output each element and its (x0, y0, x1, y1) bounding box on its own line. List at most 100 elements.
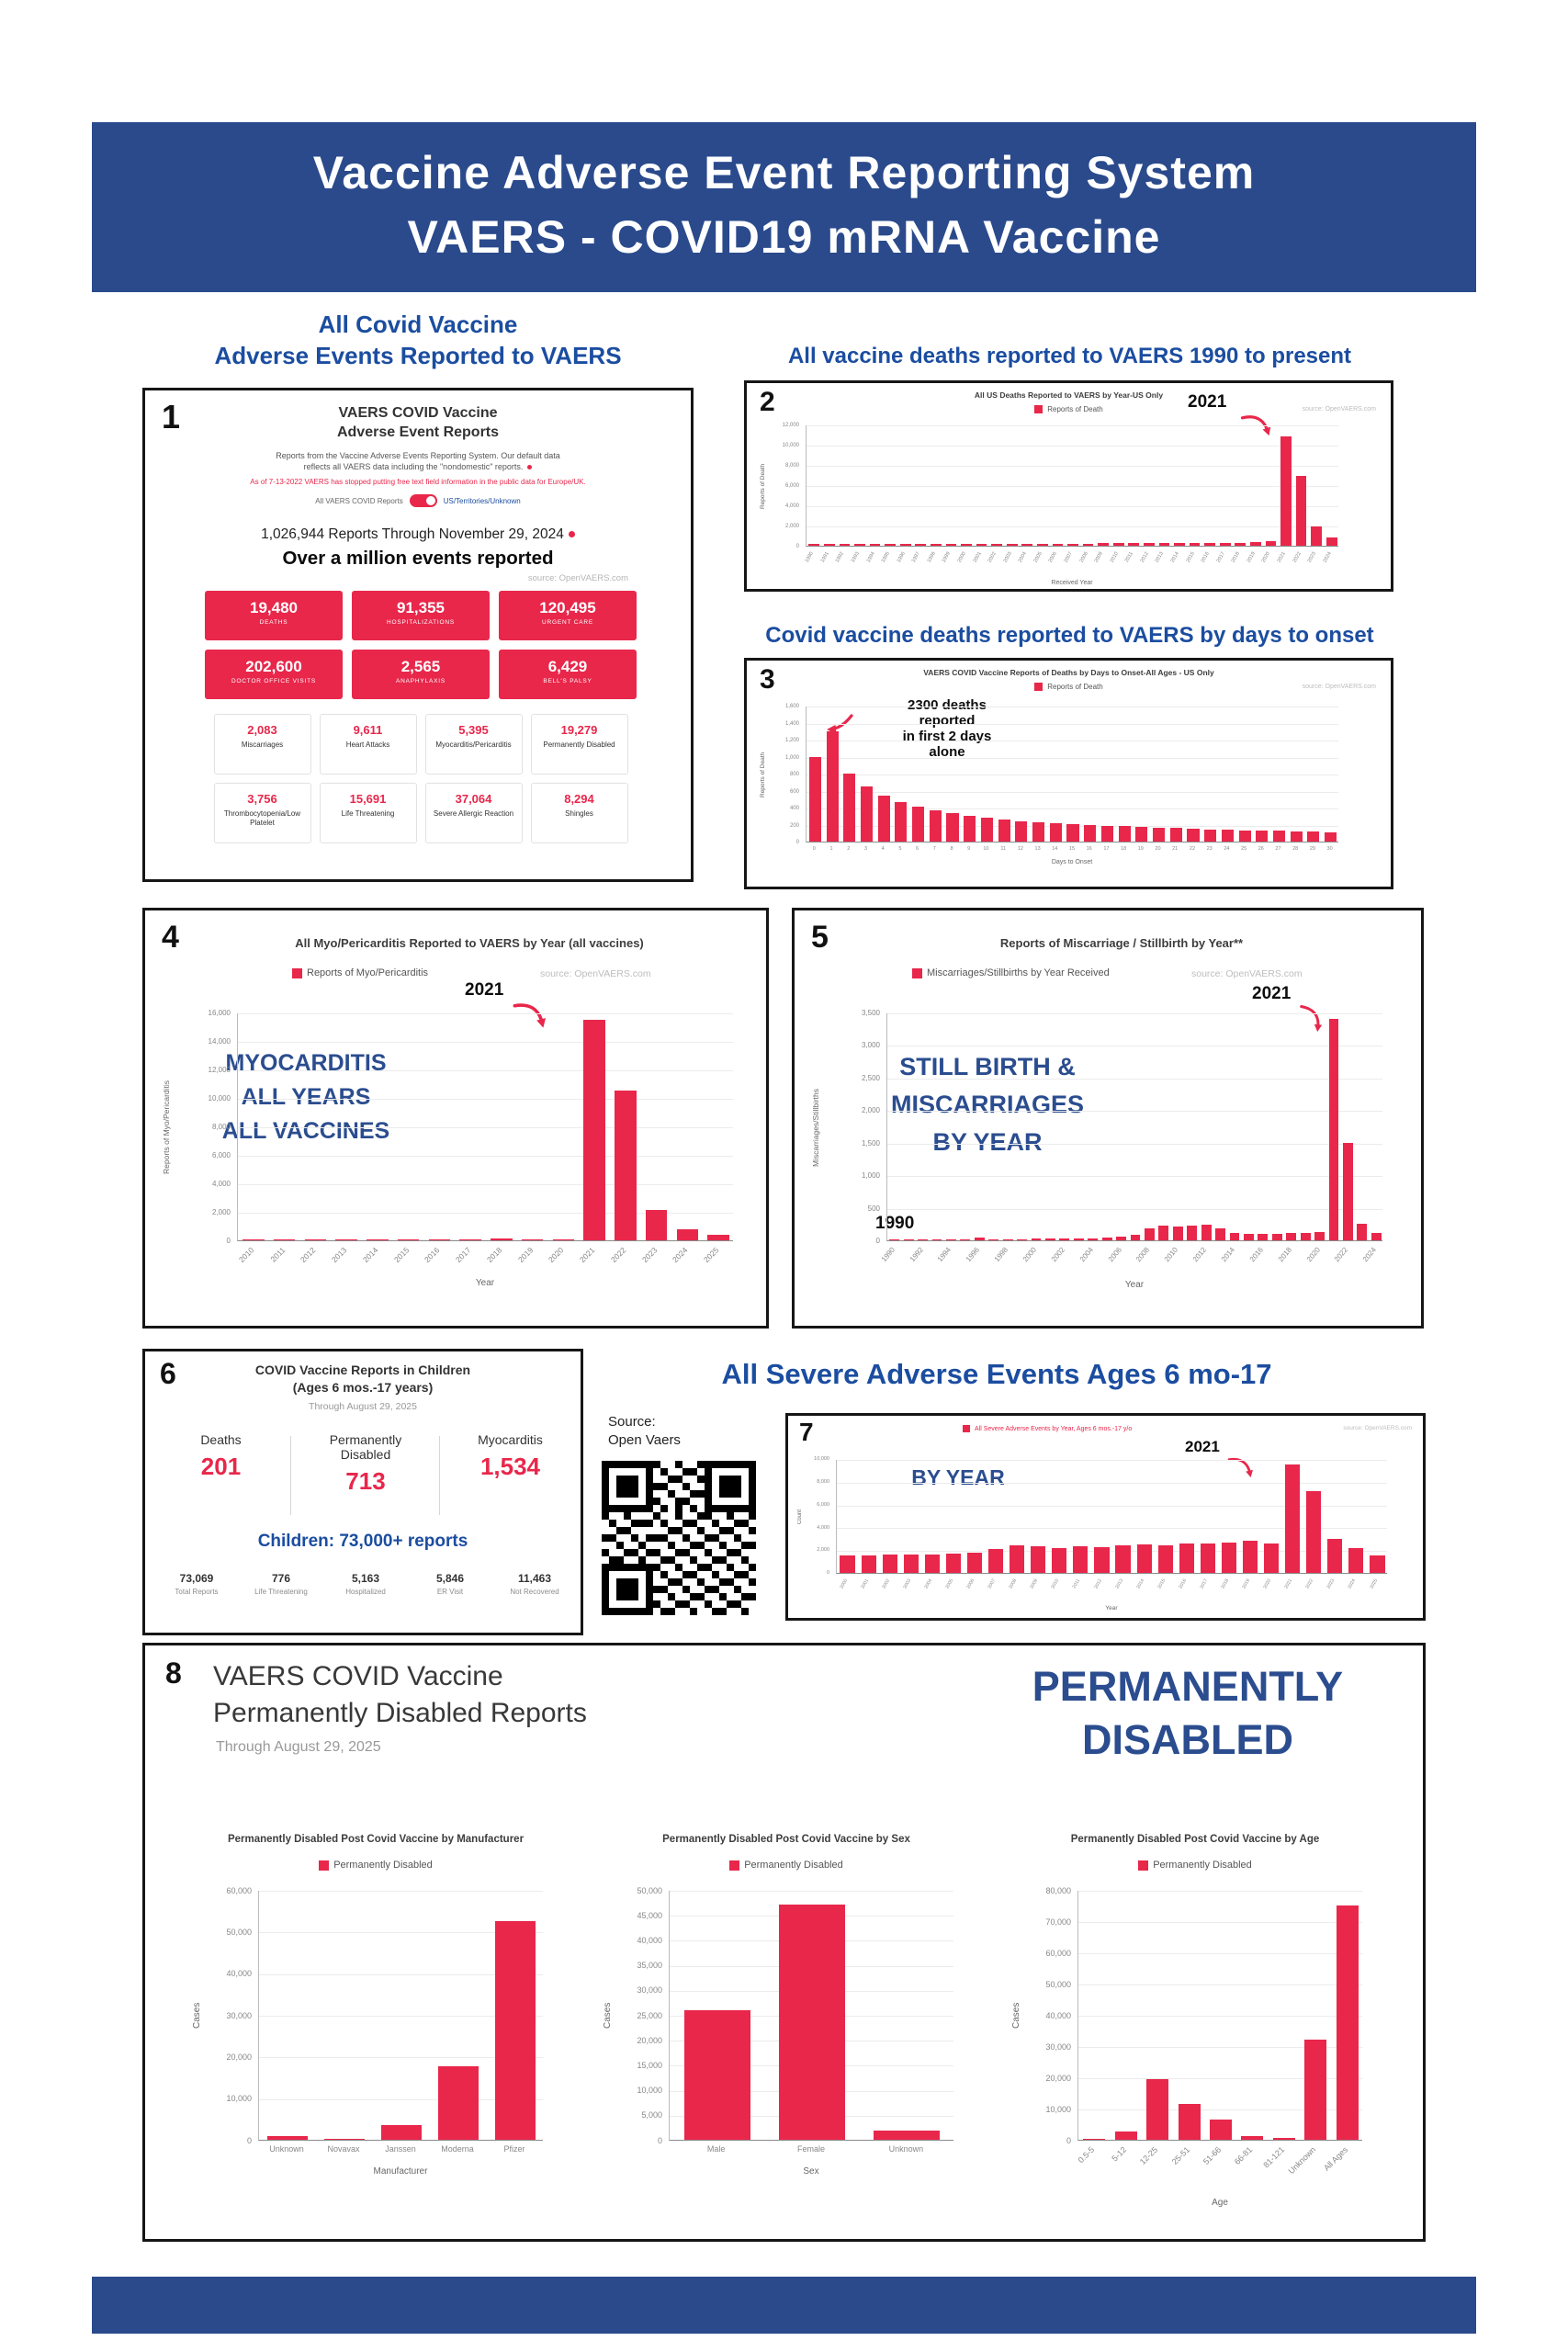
y-tick-label: 30,000 (637, 1985, 662, 1996)
x-tick-label: 2025 (702, 1245, 721, 1264)
x-tick-label: 2020 (547, 1245, 566, 1264)
x-tick-label: 1 (829, 846, 833, 852)
chart-title: Permanently Disabled Post Covid Vaccine … (662, 1834, 910, 1845)
bar-2000 (961, 544, 972, 546)
panel8-title: VAERS COVID Vaccine Permanently Disabled… (213, 1661, 587, 1728)
gridline (807, 446, 1338, 447)
bar-2011 (273, 1238, 296, 1240)
small-stats-grid: 2,083 Miscarriages 9,611 Heart Attacks 5,3… (211, 714, 630, 843)
bar-1990 (889, 1238, 900, 1240)
stat-value: 6,429 (547, 658, 588, 675)
y-tick-label: 1,200 (784, 738, 799, 743)
panel1-heading: All Covid Vaccine Adverse Events Reporte… (142, 309, 694, 371)
x-tick-label: 2001 (860, 1577, 870, 1590)
bar-66-81 (1241, 2135, 1264, 2140)
bar-2021 (583, 1019, 605, 1240)
y-tick-label: 1,500 (861, 1138, 880, 1148)
x-tick-label: 2003 (902, 1577, 912, 1590)
y-tick-label: 0 (795, 544, 799, 549)
x-tick-label: 2006 (1106, 1245, 1123, 1264)
bar-2012 (1094, 1547, 1110, 1573)
panel-number: 2 (760, 387, 775, 417)
stat-box-severe-allergic: 37,064 Severe Allergic Reaction (424, 783, 523, 843)
bar-11 (998, 819, 1010, 842)
x-tick-label: 0.5-5 (1076, 2144, 1097, 2165)
y-tick-label: 35,000 (637, 1961, 662, 1971)
bar-16 (1084, 824, 1097, 842)
toggle-switch[interactable] (409, 494, 437, 507)
plot-area (1077, 1891, 1362, 2141)
y-tick-label: 8,000 (817, 1479, 829, 1485)
y-tick-label: 60,000 (226, 1885, 252, 1895)
y-tick-label: 1,400 (784, 720, 799, 727)
legend-label: Reports of Death (1047, 683, 1103, 691)
toggle-right-label[interactable]: US/Territories/Unknown (443, 496, 521, 505)
big-text-myocarditis: MYOCARDITIS ALL YEARS ALL VACCINES (221, 1050, 390, 1144)
legend-swatch-icon (1034, 683, 1043, 691)
gridline (238, 1099, 733, 1100)
x-tick-label: 2007 (987, 1577, 998, 1590)
x-tick-label: 14 (1052, 846, 1058, 852)
legend-swatch-icon (319, 1860, 330, 1871)
y-tick-label: 3,000 (861, 1041, 880, 1050)
x-axis-title: Year (1105, 1605, 1118, 1611)
report-scope-toggle-row: All VAERS COVID Reports US/Territories/U… (145, 494, 691, 507)
gridline (807, 723, 1338, 725)
y-tick-label: 50,000 (226, 1927, 252, 1937)
gridline (1078, 2047, 1362, 2048)
x-tick-label: 0 (812, 846, 816, 852)
panel1-heading-line1: All Covid Vaccine (318, 311, 518, 338)
y-tick-label: 600 (789, 788, 799, 795)
annotation-2021: 2021 (465, 980, 504, 1000)
bar-28 (1290, 831, 1303, 842)
x-tick-label: 2014 (1135, 1577, 1145, 1590)
bar-2015 (1189, 543, 1201, 546)
red-arrow-icon (1300, 1004, 1323, 1033)
y-tick-label: 12,000 (208, 1066, 231, 1074)
bar-2005 (945, 1553, 961, 1573)
y-tick-label: 0 (657, 2135, 662, 2145)
panel-number: 7 (799, 1418, 814, 1446)
bar-2016 (1179, 1544, 1194, 1573)
bar-1998 (931, 543, 942, 546)
y-tick-label: 5,000 (641, 2110, 662, 2120)
children-bottom-life-threatening: 776 Life Threatening (241, 1572, 321, 1597)
bar-1999 (1017, 1238, 1027, 1240)
bar-2013 (1215, 1228, 1225, 1240)
y-tick-label: 15,000 (637, 2060, 662, 2070)
chart-legend: All Severe Adverse Events by Year, Ages … (963, 1425, 1132, 1432)
bar-27 (1272, 831, 1286, 842)
gridline (837, 1528, 1387, 1530)
card-source: source: OpenVAERS.com (527, 573, 628, 583)
bar-2021 (1328, 1019, 1339, 1240)
bar-2022 (1306, 1490, 1322, 1573)
legend-label: Miscarriages/Stillbirths by Year Receive… (927, 967, 1110, 978)
chart-legend: Permanently Disabled (997, 1860, 1393, 1871)
y-tick-label: 8,000 (784, 463, 799, 469)
pd-by-age-chart-card: Permanently Disabled Post Covid Vaccine … (997, 1834, 1393, 2238)
y-tick-label: 40,000 (1045, 2010, 1071, 2020)
y-tick-label: 2,000 (817, 1547, 829, 1554)
bar-1995 (885, 544, 896, 546)
stat-label: Shingles (565, 809, 593, 818)
bar-2004 (924, 1555, 940, 1573)
stat-box-life-threatening: 15,691 Life Threatening (319, 783, 417, 843)
y-tick-label: 50,000 (1045, 1979, 1071, 1989)
plot-area (669, 1891, 953, 2141)
legend-swatch-icon (963, 1425, 970, 1432)
bar-2018 (1235, 542, 1247, 546)
bar-2000 (840, 1555, 855, 1573)
deaths-by-days-chart: 0 200 400 600 800 1,000 1,200 1,400 1,600 0 1 2 3 4 5 6… (747, 661, 1391, 887)
x-tick-label: 2013 (1113, 1577, 1124, 1590)
x-tick-label: 2015 (1156, 1577, 1167, 1590)
stat-value: 19,279 (560, 723, 598, 737)
legend-label: All Severe Adverse Events by Year, Ages … (975, 1425, 1133, 1432)
stat-value: 91,355 (397, 599, 445, 616)
x-tick-label: 2016 (1178, 1577, 1188, 1590)
x-tick-label: 2011 (1071, 1577, 1082, 1590)
bar-All Ages (1336, 1905, 1359, 2140)
stat-value: 37,064 (455, 792, 492, 806)
x-tick-label: 29 (1309, 846, 1315, 852)
bar-13 (1032, 822, 1045, 842)
